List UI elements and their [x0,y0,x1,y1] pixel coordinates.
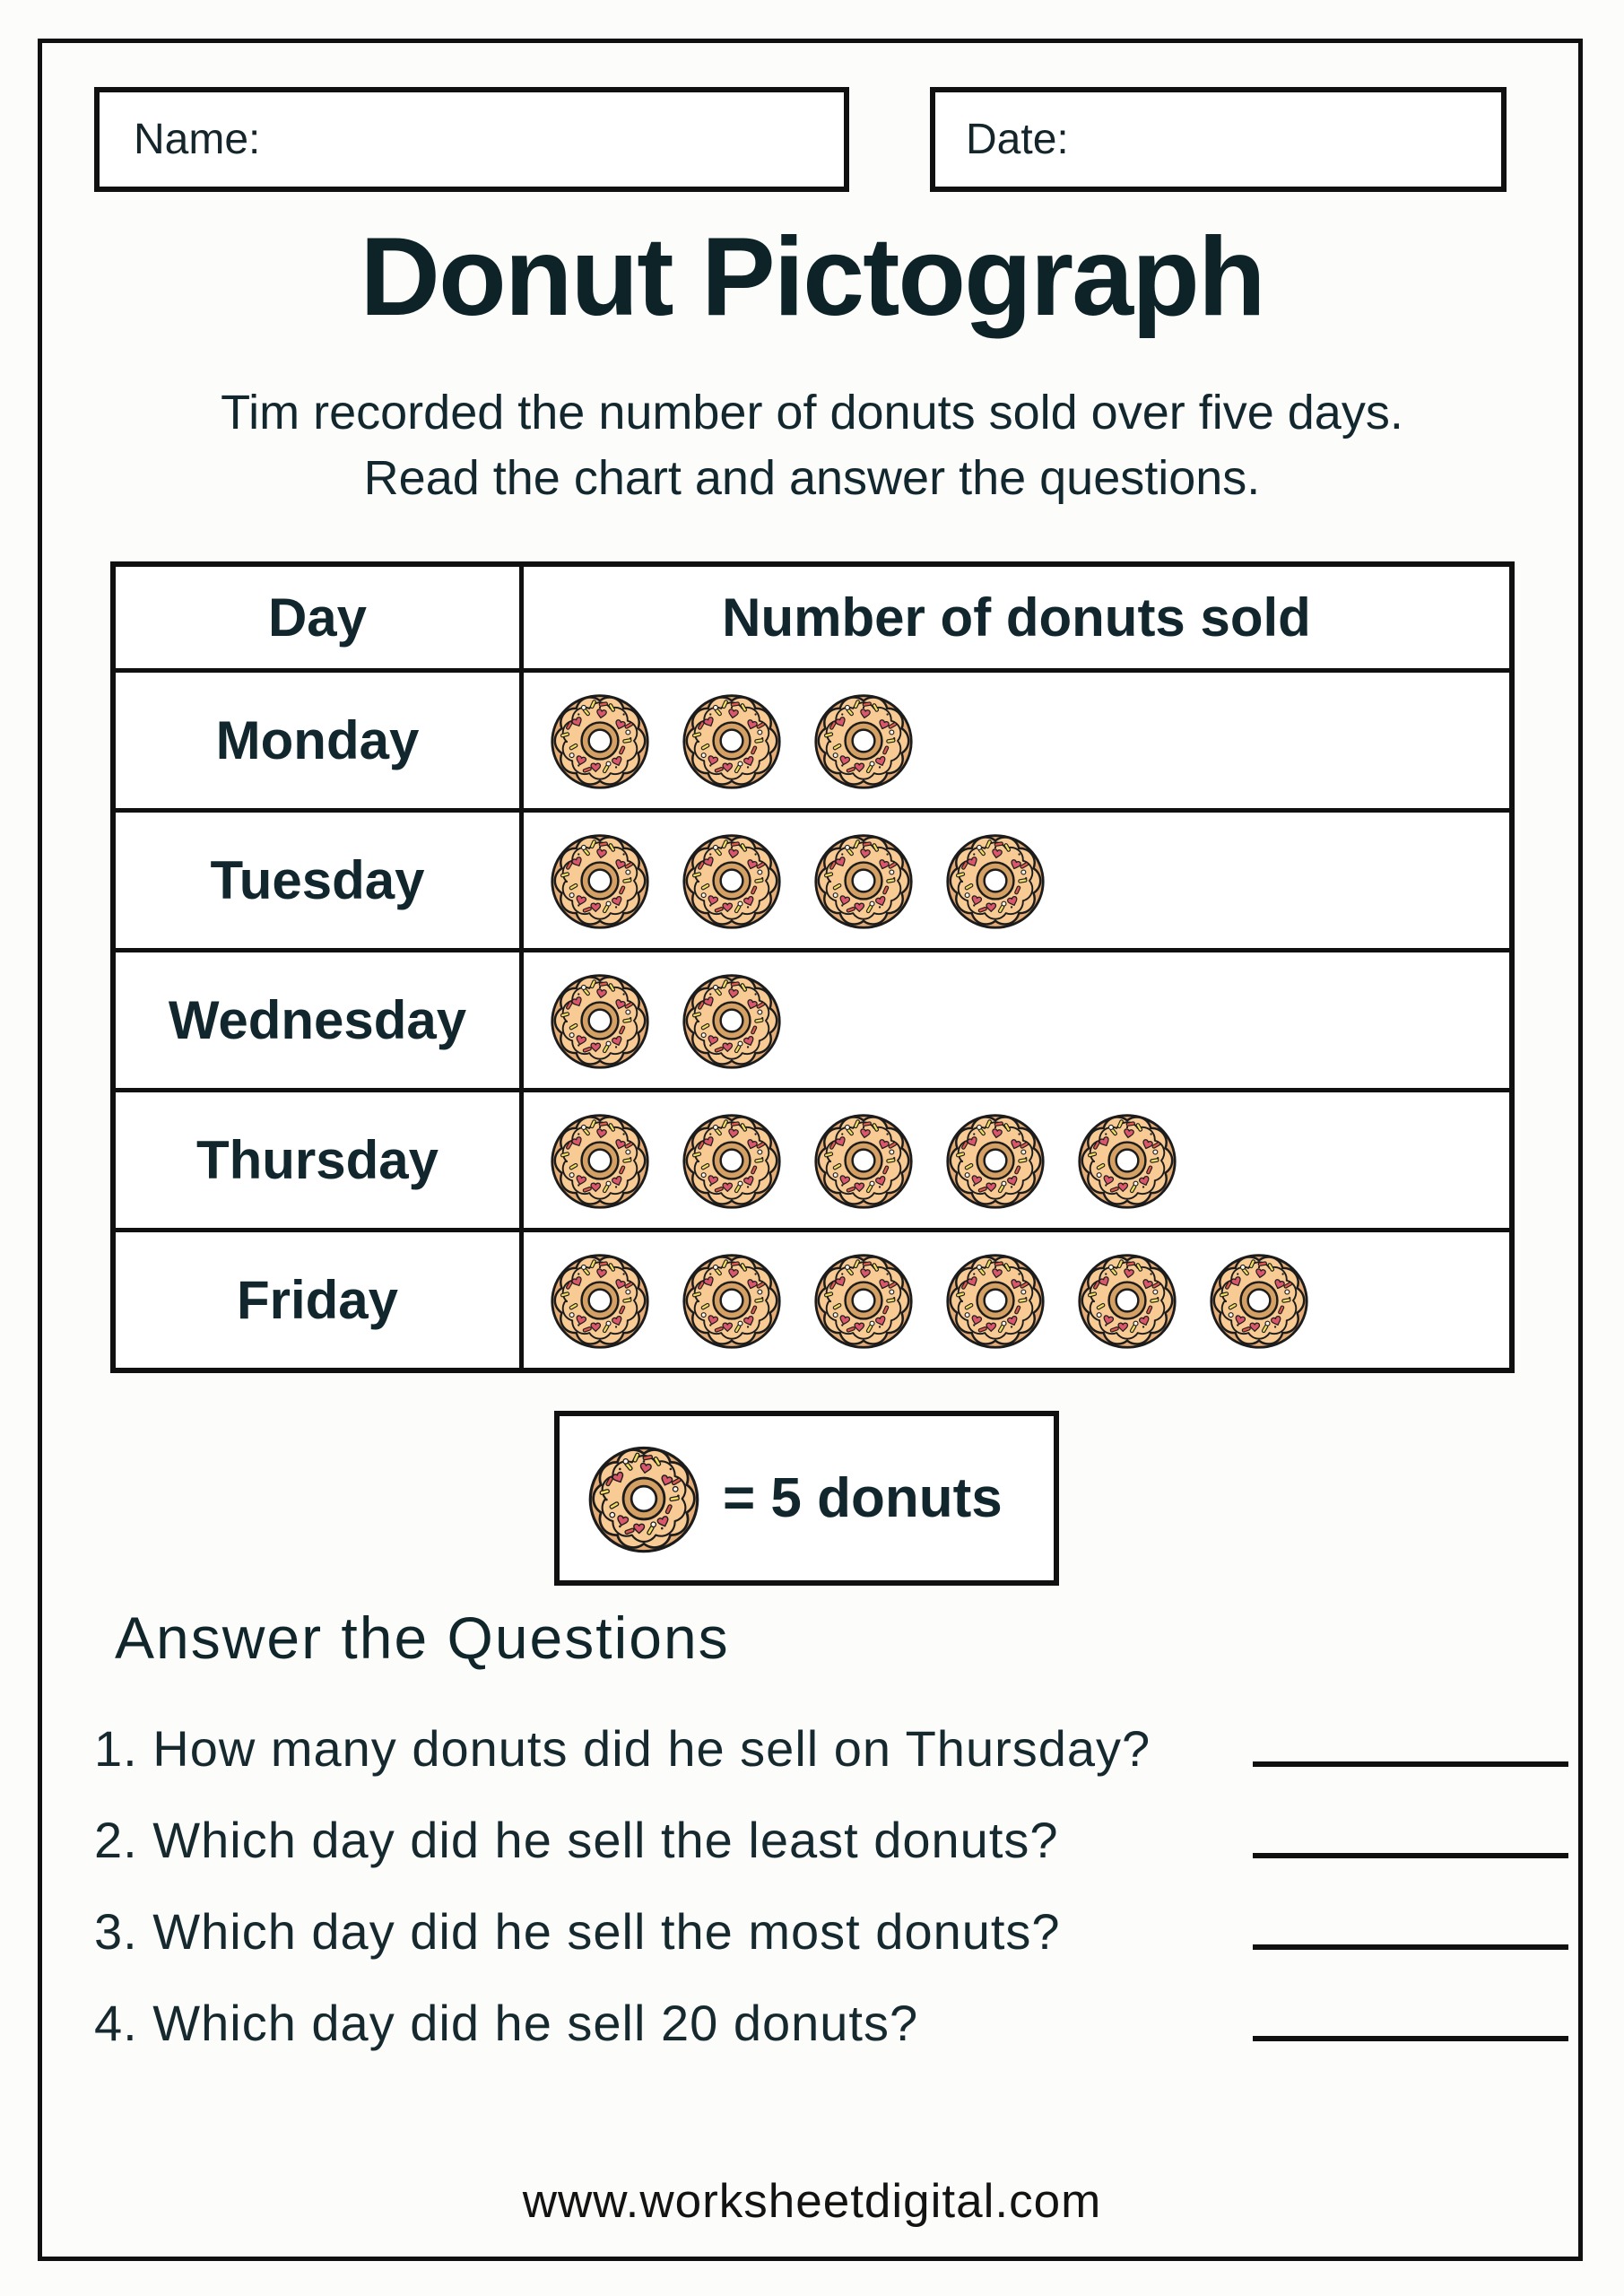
donut-icon [681,970,783,1072]
day-cell: Thursday [116,1088,524,1228]
donut-icon [549,690,651,792]
column-header-count: Number of donuts sold [722,587,1311,648]
questions-list: 1. How many donuts did he sell on Thursd… [94,1711,1568,2077]
legend-box: = 5 donuts [554,1411,1059,1586]
subtitle: Tim recorded the number of donuts sold o… [0,380,1624,512]
donut-icon [586,1441,701,1556]
donut-icon [812,1249,915,1352]
donut-icon [944,1109,1046,1212]
donut-icon [681,1109,783,1212]
column-header-day: Day [116,567,524,668]
question: 4. Which day did he sell 20 donuts? [94,1994,918,2052]
page-title: Donut Pictograph [360,215,1265,339]
subtitle-line-2: Read the chart and answer the questions. [363,451,1261,506]
question-text: Which day did he sell the most donuts? [152,1903,1061,1960]
question-row: 3. Which day did he sell the most donuts… [94,1894,1568,1961]
day-label: Thursday [195,1130,439,1190]
donut-icon [812,690,915,792]
donut-icon [681,690,783,792]
day-label: Tuesday [210,850,425,910]
donut-icon [1076,1249,1178,1352]
question: 1. How many donuts did he sell on Thursd… [94,1719,1151,1778]
name-label: Name: [134,116,261,163]
day-cell: Wednesday [116,948,524,1088]
donut-icon [549,830,651,932]
footer-url: www.worksheetdigital.com [522,2175,1102,2228]
donut-icon [1076,1109,1178,1212]
question-number: 3. [94,1903,138,1960]
pictograph-table: Day Number of donuts sold Monday Tuesday… [110,561,1515,1373]
question-number: 2. [94,1812,138,1868]
donut-icon [681,1249,783,1352]
question: 2. Which day did he sell the least donut… [94,1811,1059,1869]
answer-line[interactable] [1253,1761,1568,1767]
donut-icon [944,1249,1046,1352]
day-cell: Friday [116,1228,524,1368]
subtitle-line-1: Tim recorded the number of donuts sold o… [221,386,1403,439]
donut-count-cell [524,1228,1509,1368]
day-label: Friday [236,1270,399,1330]
donut-icon [681,830,783,932]
question-row: 1. How many donuts did he sell on Thursd… [94,1711,1568,1778]
answer-line[interactable] [1253,2036,1568,2041]
donut-count-cell [524,668,1509,808]
donut-count-cell [524,808,1509,948]
donut-icon [812,1109,915,1212]
donut-icon [812,830,915,932]
question-text: Which day did he sell the least donuts? [152,1812,1059,1868]
date-label: Date: [966,116,1069,163]
date-field-box[interactable]: Date: [930,87,1507,192]
questions-heading: Answer the Questions [115,1605,730,1671]
donut-icon [944,830,1046,932]
legend-label: = 5 donuts [723,1467,1003,1529]
answer-line[interactable] [1253,1853,1568,1858]
answer-line[interactable] [1253,1944,1568,1950]
donut-count-cell [524,1088,1509,1228]
question-number: 1. [94,1720,138,1777]
donut-icon [549,1249,651,1352]
question-number: 4. [94,1995,138,2051]
day-label: Wednesday [168,990,467,1050]
question-row: 4. Which day did he sell 20 donuts? [94,1986,1568,2052]
question-text: Which day did he sell 20 donuts? [152,1995,919,2051]
donut-count-cell [524,948,1509,1088]
day-cell: Monday [116,668,524,808]
question: 3. Which day did he sell the most donuts… [94,1902,1061,1961]
question-text: How many donuts did he sell on Thursday? [152,1720,1151,1777]
day-cell: Tuesday [116,808,524,948]
question-row: 2. Which day did he sell the least donut… [94,1803,1568,1869]
day-label: Monday [215,710,420,770]
donut-icon [549,970,651,1072]
donut-icon [549,1109,651,1212]
donut-icon [1208,1249,1310,1352]
name-field-box[interactable]: Name: [94,87,849,192]
